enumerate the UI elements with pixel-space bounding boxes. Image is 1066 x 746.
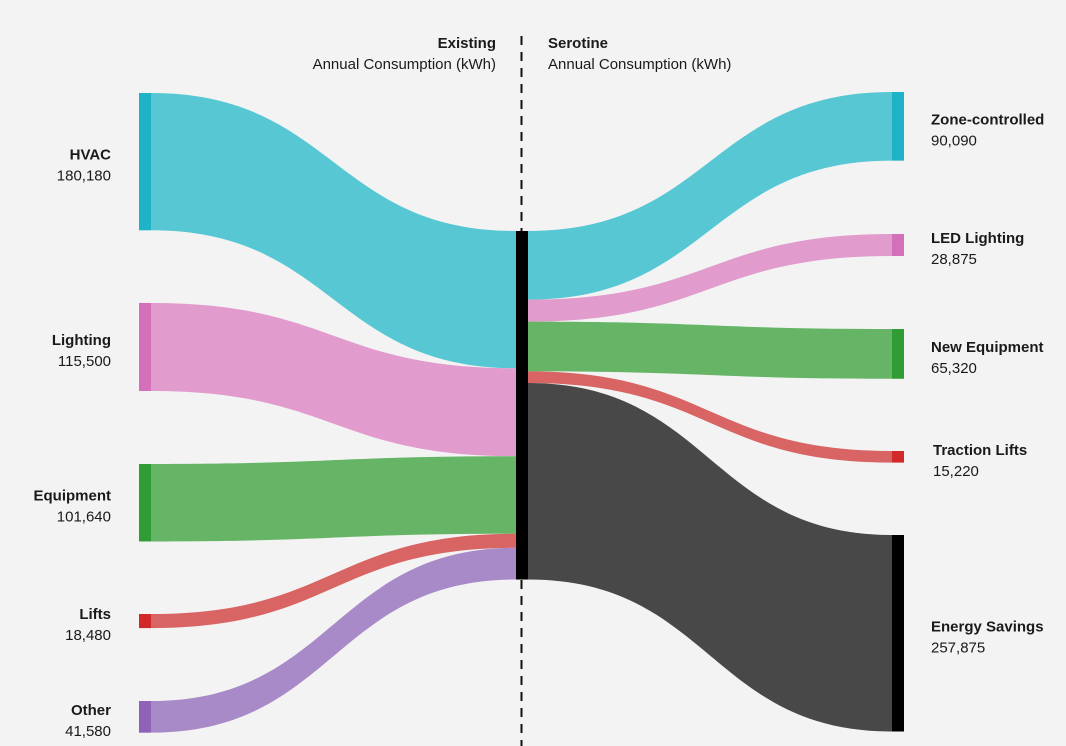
value-equipment: 101,640 bbox=[57, 509, 111, 526]
node-equipment bbox=[139, 464, 151, 542]
label-zone-controlled: Zone-controlled bbox=[931, 111, 1044, 128]
value-new-equipment: 65,320 bbox=[931, 360, 977, 377]
label-new-equipment: New Equipment bbox=[931, 339, 1044, 356]
value-zone-controlled: 90,090 bbox=[931, 132, 977, 149]
label-equipment: Equipment bbox=[34, 488, 112, 505]
label-led-lighting: LED Lighting bbox=[931, 230, 1024, 247]
right-header-title: Serotine bbox=[548, 35, 608, 52]
link-led-lighting bbox=[528, 234, 892, 322]
value-lighting: 115,500 bbox=[58, 353, 111, 370]
value-led-lighting: 28,875 bbox=[931, 251, 977, 268]
link-lighting bbox=[151, 303, 516, 457]
value-energy-savings: 257,875 bbox=[931, 639, 985, 656]
link-lifts bbox=[151, 533, 516, 629]
label-lifts: Lifts bbox=[79, 606, 111, 623]
value-hvac: 180,180 bbox=[57, 168, 111, 185]
label-other: Other bbox=[71, 702, 111, 719]
node-lifts bbox=[139, 614, 151, 629]
link-equipment bbox=[151, 456, 516, 542]
node-zone-controlled bbox=[892, 92, 904, 161]
source-links bbox=[151, 93, 516, 733]
link-new-equipment bbox=[528, 321, 892, 379]
target-links bbox=[528, 92, 892, 732]
link-hvac bbox=[151, 93, 516, 369]
node-other bbox=[139, 701, 151, 733]
link-energy-savings bbox=[528, 383, 892, 732]
node-traction-lifts bbox=[892, 451, 904, 463]
node-hvac bbox=[139, 93, 151, 231]
value-other: 41,580 bbox=[65, 723, 111, 740]
labels: HVAC 180,180 Lighting 115,500 Equipment 101,6… bbox=[34, 111, 1045, 740]
value-lifts: 18,480 bbox=[65, 627, 111, 644]
label-hvac: HVAC bbox=[70, 147, 112, 164]
hub-node bbox=[516, 231, 528, 580]
node-new-equipment bbox=[892, 329, 904, 379]
left-header-title: Existing bbox=[438, 35, 496, 52]
left-header-subtitle: Annual Consumption (kWh) bbox=[313, 56, 496, 73]
node-energy-savings bbox=[892, 535, 904, 732]
link-traction-lifts bbox=[528, 371, 892, 463]
link-zone-controlled bbox=[528, 92, 892, 300]
right-header-subtitle: Annual Consumption (kWh) bbox=[548, 56, 731, 73]
link-other bbox=[151, 547, 516, 733]
nodes bbox=[139, 92, 904, 733]
value-traction-lifts: 15,220 bbox=[933, 463, 979, 480]
label-energy-savings: Energy Savings bbox=[931, 618, 1044, 635]
label-traction-lifts: Traction Lifts bbox=[933, 442, 1027, 459]
label-lighting: Lighting bbox=[52, 332, 111, 349]
node-lighting bbox=[139, 303, 151, 392]
node-led-lighting bbox=[892, 234, 904, 257]
